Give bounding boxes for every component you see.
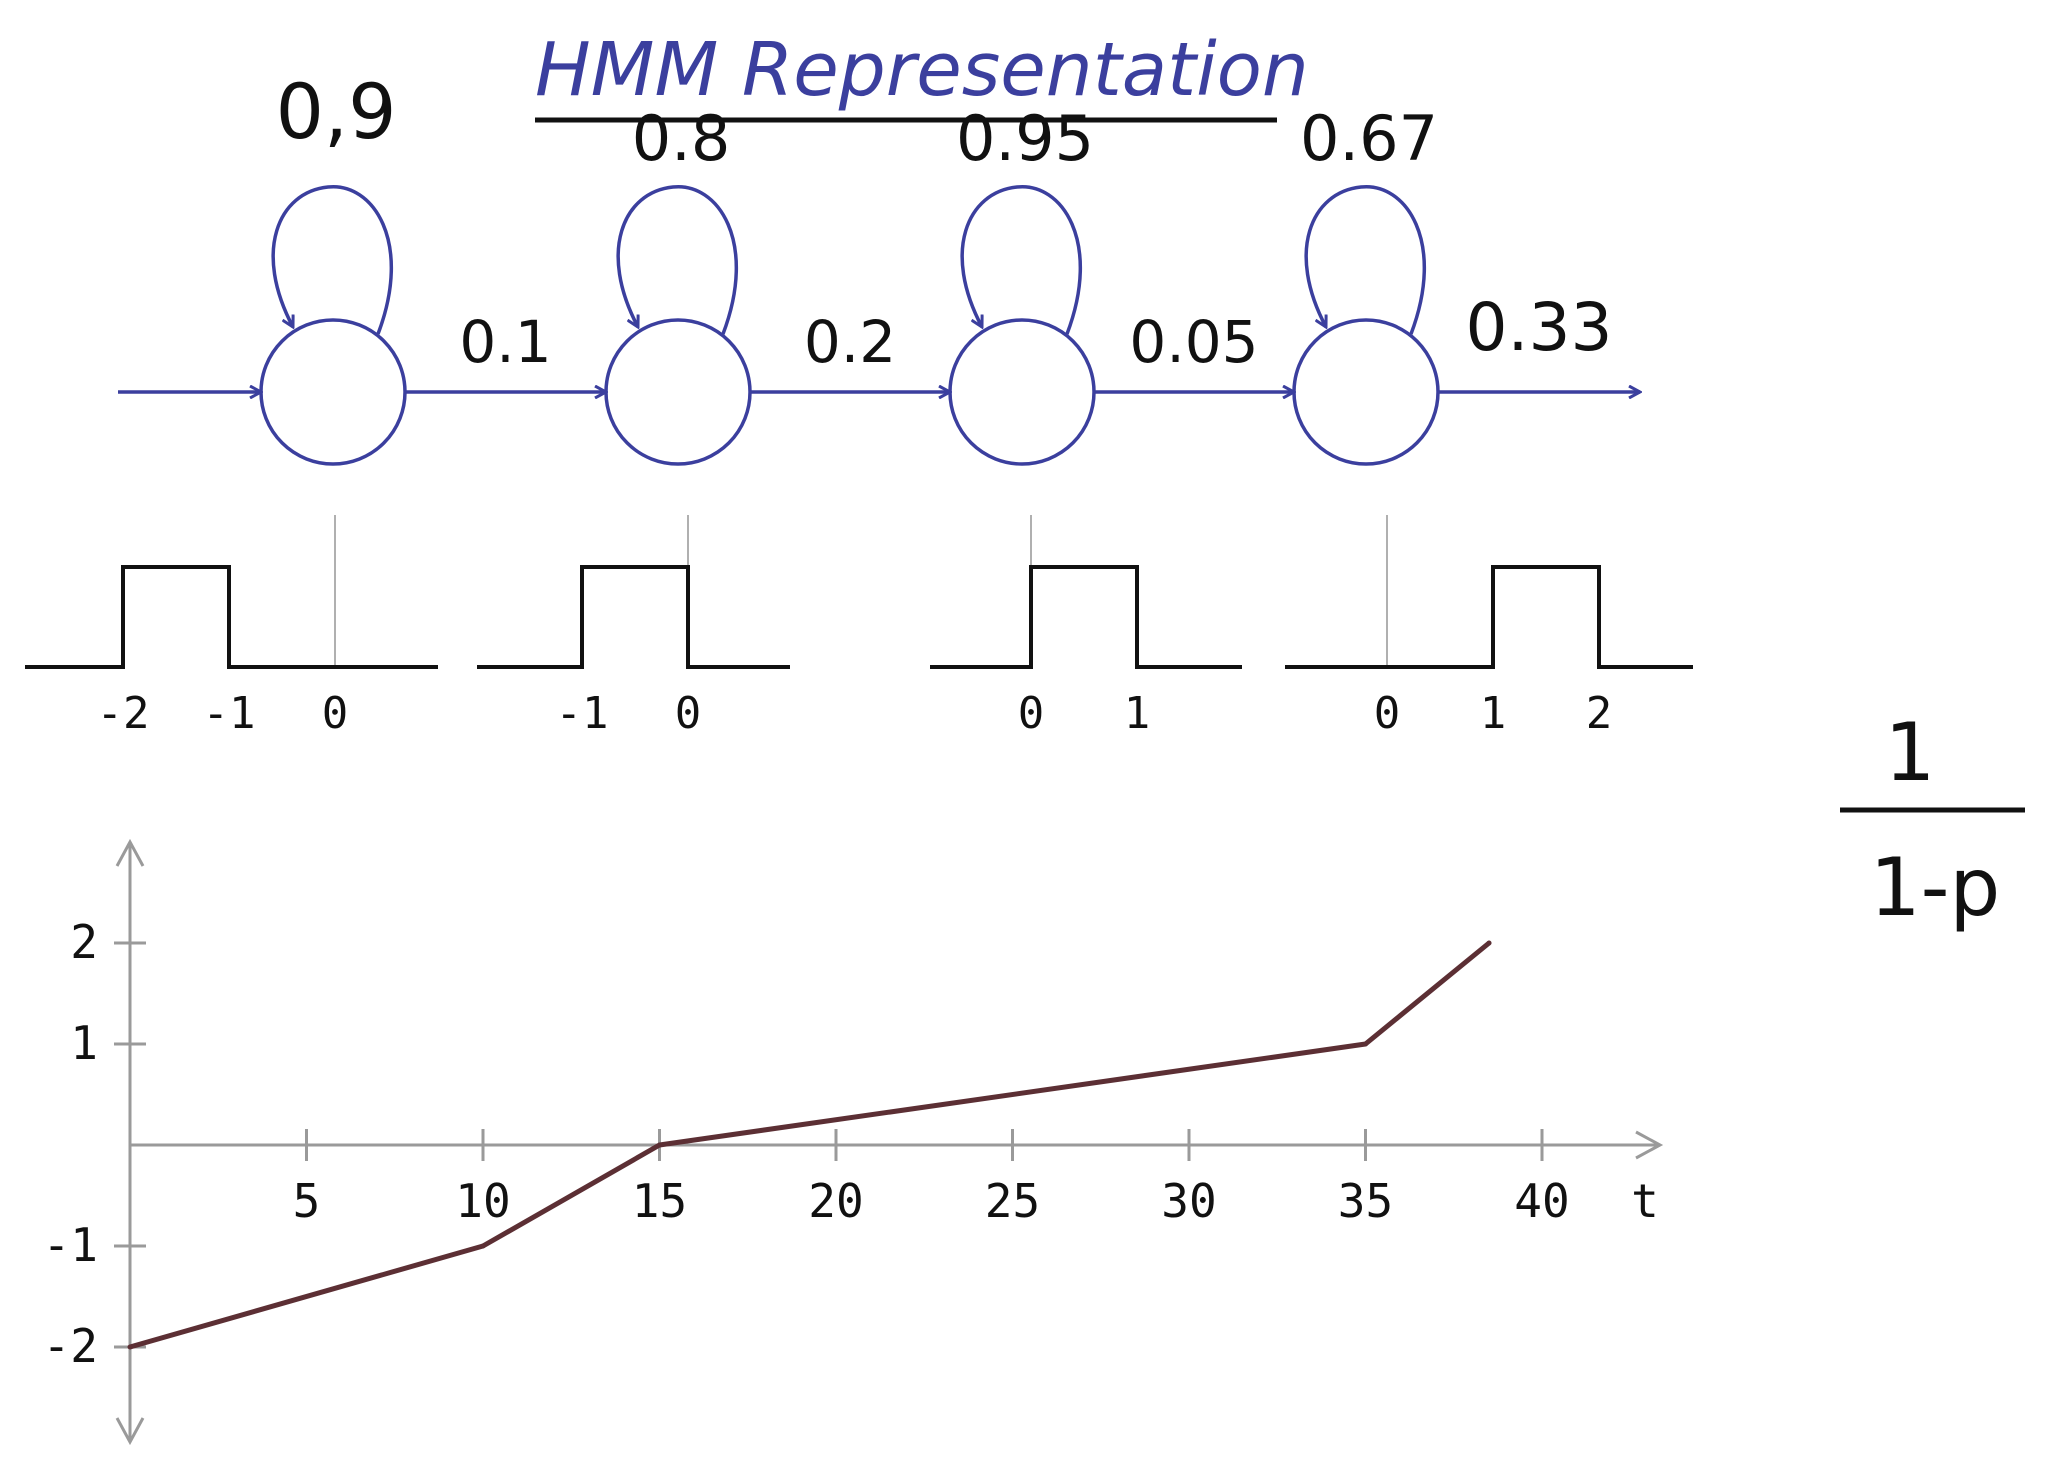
x-tick-label: 10 — [455, 1174, 510, 1228]
self-transition-prob-3: 0.95 — [956, 102, 1094, 175]
emission-panel-1: -2 -1 0 — [25, 515, 438, 739]
x-tick-label: 15 — [632, 1174, 687, 1228]
y-tick-label: -1 — [43, 1218, 98, 1272]
pulse-shape — [25, 565, 438, 669]
pulse-tick-label: -2 — [97, 688, 150, 739]
state-node-3 — [948, 318, 1096, 466]
pulse-tick-label: 1 — [1124, 688, 1151, 739]
self-loop-arrow-4 — [1304, 185, 1427, 335]
emission-panel-4: 0 1 2 — [1285, 515, 1693, 739]
pulse-tick-label: 1 — [1480, 688, 1507, 739]
x-axis-label: t — [1631, 1174, 1659, 1228]
out-transition-prob-3: 0.05 — [1129, 308, 1258, 376]
emission-panel-2: -1 0 — [477, 515, 790, 739]
self-transition-prob-1: 0,9 — [276, 67, 397, 156]
pulse-shape — [477, 565, 790, 669]
pulse-tick-label: 0 — [322, 688, 349, 739]
self-loop-arrow-3 — [960, 185, 1083, 335]
pulse-shape — [1285, 565, 1693, 669]
self-loop-arrow-1 — [271, 185, 394, 335]
pulse-tick-label: 0 — [1374, 688, 1401, 739]
diagram-title: HMM Representation — [535, 27, 1309, 113]
state-node-4 — [1292, 318, 1440, 466]
pulse-tick-label: 2 — [1586, 688, 1613, 739]
pulse-shape — [930, 565, 1242, 669]
emission-pulses: -2 -1 0 -1 0 0 1 0 1 2 — [25, 515, 1693, 739]
series-point — [127, 1344, 133, 1350]
time-warp-chart: 5 10 15 20 25 30 35 40 t 2 1 -1 -2 — [43, 838, 1664, 1446]
y-tick-label: 1 — [70, 1016, 98, 1070]
series-point — [1486, 940, 1492, 946]
state-chain: 0,9 0.1 0.8 0.2 0.95 0.05 0.67 0.33 — [118, 67, 1640, 466]
x-tick-label: 5 — [293, 1174, 321, 1228]
out-transition-prob-1: 0.1 — [459, 308, 551, 376]
self-loop-arrow-2 — [616, 185, 739, 335]
y-tick-label: 2 — [70, 915, 98, 969]
out-transition-prob-4: 0.33 — [1466, 289, 1613, 366]
out-transition-prob-2: 0.2 — [804, 308, 896, 376]
y-axis-down-arrow — [115, 1417, 145, 1446]
x-tick-label: 25 — [985, 1174, 1040, 1228]
self-transition-prob-4: 0.67 — [1300, 102, 1438, 175]
x-tick-label: 35 — [1338, 1174, 1393, 1228]
state-node-2 — [604, 318, 752, 466]
self-transition-prob-2: 0.8 — [632, 102, 731, 175]
expected-duration-formula: 1 1-p — [1840, 706, 2025, 934]
pulse-tick-label: 0 — [675, 688, 702, 739]
formula-numerator: 1 — [1885, 706, 1936, 799]
formula-denominator: 1-p — [1870, 841, 2001, 934]
state-node-1 — [259, 318, 407, 466]
pulse-tick-label: -1 — [203, 688, 256, 739]
y-tick-label: -2 — [43, 1319, 98, 1373]
x-tick-label: 20 — [808, 1174, 863, 1228]
series-point — [1363, 1041, 1368, 1047]
x-tick-label: 30 — [1161, 1174, 1216, 1228]
series-point — [657, 1142, 662, 1148]
series-point — [480, 1243, 486, 1249]
pulse-tick-label: -1 — [556, 688, 609, 739]
x-tick-label: 40 — [1514, 1174, 1569, 1228]
pulse-tick-label: 0 — [1018, 688, 1045, 739]
